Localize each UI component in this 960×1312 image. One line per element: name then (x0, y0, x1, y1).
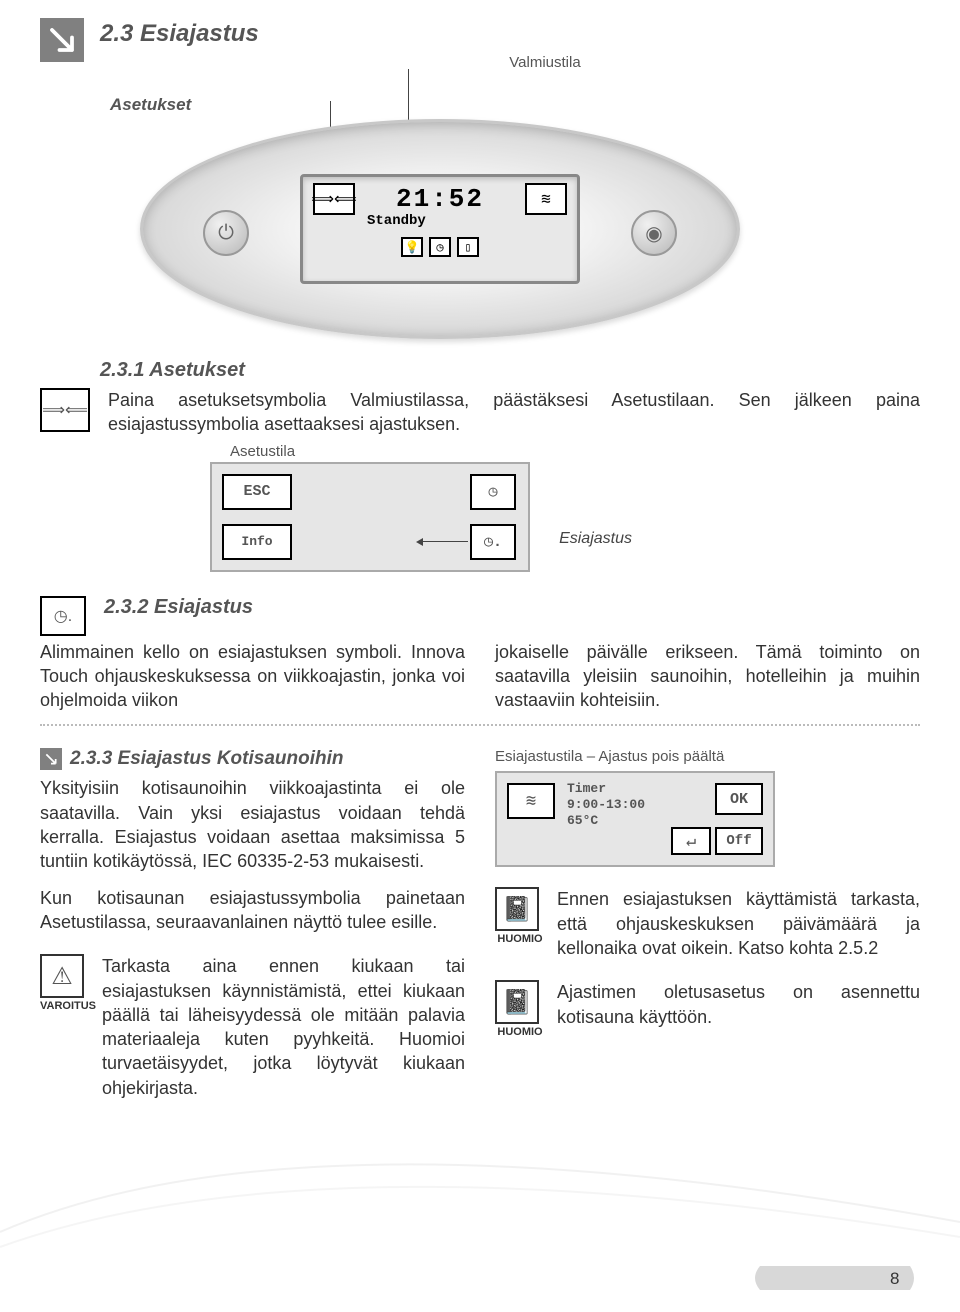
col-left-233: 2.3.3 Esiajastus Kotisaunoihin Yksityisi… (40, 748, 465, 1100)
dotted-divider (40, 724, 920, 726)
timer-screen: ≋ Timer 9:00-13:00 65°C OK ↵ Off (495, 771, 775, 867)
notebook-icon: 📓 (495, 887, 539, 931)
clock-dot-icon-box: ◷. (40, 596, 86, 636)
p-231: Paina asetuksetsymbolia Valmiustilassa, … (108, 388, 920, 437)
bullet-arrow-icon (40, 748, 62, 770)
two-col-232: Alimmainen kello on esiajastuksen symbol… (40, 640, 920, 713)
asetukset-label: Asetukset (110, 95, 920, 115)
note1-text: Ennen esiajastuksen käyttämistä tarkasta… (557, 887, 920, 960)
section-title: 2.3 Esiajastus (100, 20, 920, 48)
settings-icon-box: ⟹⟸ (40, 388, 90, 432)
standby-label: Standby (367, 213, 567, 229)
power-button[interactable]: ⏻ (203, 210, 249, 256)
h-231: 2.3.1 Asetukset (100, 359, 920, 382)
p-233-2: Kun kotisaunan esiajastussymbolia painet… (40, 886, 465, 935)
pointer-line-valmiustila (408, 69, 409, 127)
h-232: 2.3.2 Esiajastus (104, 596, 253, 619)
note2-text: Ajastimen oletusasetus on asennettu koti… (557, 980, 920, 1029)
control-panel-oval: ⏻ ⟹⟸ 21:52 ≋ Standby 💡 ◷ ▯ ◉ (140, 119, 740, 339)
esiajastus-pointer (418, 541, 468, 542)
section-arrow-icon (40, 18, 84, 62)
section-231: 2.3.1 Asetukset ⟹⟸ Paina asetuksetsymbol… (40, 359, 920, 572)
warning-text: Tarkasta aina ennen kiukaan tai esiajast… (102, 954, 465, 1100)
clock-button[interactable]: ◷ (470, 474, 516, 510)
asetustila-label: Asetustila (230, 443, 920, 460)
page-number: 8 (890, 1269, 899, 1288)
timer-range: 9:00-13:00 (567, 797, 645, 812)
p-232-left: Alimmainen kello on esiajastuksen symbol… (40, 640, 465, 713)
timer-title: Timer (567, 781, 606, 796)
clock-time: 21:52 (396, 184, 484, 214)
note2-block: 📓 HUOMIO Ajastimen oletusasetus on asenn… (495, 980, 920, 1038)
timer-temp: 65°C (567, 813, 598, 828)
off-button[interactable]: Off (715, 827, 763, 855)
heat-icon[interactable]: ≋ (525, 183, 567, 215)
two-col-233: 2.3.3 Esiajastus Kotisaunoihin Yksityisi… (40, 748, 920, 1100)
card-icon: ▯ (457, 237, 479, 257)
oval-panel-wrap: ⏻ ⟹⟸ 21:52 ≋ Standby 💡 ◷ ▯ ◉ (140, 119, 920, 339)
notebook-icon-2: 📓 (495, 980, 539, 1024)
warning-icon: ⚠ (40, 954, 84, 998)
clock-dot-button[interactable]: ◷. (470, 524, 516, 560)
mini-screen-asetustila: ESC Info ◷ ◷. Esiajastus (210, 462, 530, 572)
note1-caption: HUOMIO (495, 933, 545, 945)
heat-icon-btn[interactable]: ≋ (507, 783, 555, 819)
p-232-right: jokaiselle päivälle erikseen. Tämä toimi… (495, 640, 920, 713)
warning-caption: VAROITUS (40, 1000, 90, 1012)
clock-dot-icon: ◷ (429, 237, 451, 257)
note2-caption: HUOMIO (495, 1026, 545, 1038)
bulb-icon: 💡 (401, 237, 423, 257)
p-233-1: Yksityisiin kotisaunoihin viikkoajastint… (40, 776, 465, 873)
esiajastus-label: Esiajastus (559, 530, 632, 548)
esc-button[interactable]: ESC (222, 474, 292, 510)
ok-button[interactable]: OK (715, 783, 763, 815)
info-button[interactable]: Info (222, 524, 292, 560)
page-number-badge: 8 (740, 1258, 920, 1298)
note1-block: 📓 HUOMIO Ennen esiajastuksen käyttämistä… (495, 887, 920, 960)
valmiustila-label: Valmiustila (170, 54, 920, 71)
warning-block: ⚠ VAROITUS Tarkasta aina ennen kiukaan t… (40, 954, 465, 1100)
light-button[interactable]: ◉ (631, 210, 677, 256)
timer-header: Esiajastustila – Ajastus pois päältä (495, 748, 920, 765)
decorative-swoosh (0, 1082, 960, 1262)
col-right-233: Esiajastustila – Ajastus pois päältä ≋ T… (495, 748, 920, 1100)
timer-text: Timer 9:00-13:00 65°C (567, 781, 645, 828)
settings-icon[interactable]: ⟹⟸ (313, 183, 355, 215)
lcd-screen: ⟹⟸ 21:52 ≋ Standby 💡 ◷ ▯ (300, 174, 580, 284)
enter-button[interactable]: ↵ (671, 827, 711, 855)
h-233: 2.3.3 Esiajastus Kotisaunoihin (70, 748, 343, 770)
